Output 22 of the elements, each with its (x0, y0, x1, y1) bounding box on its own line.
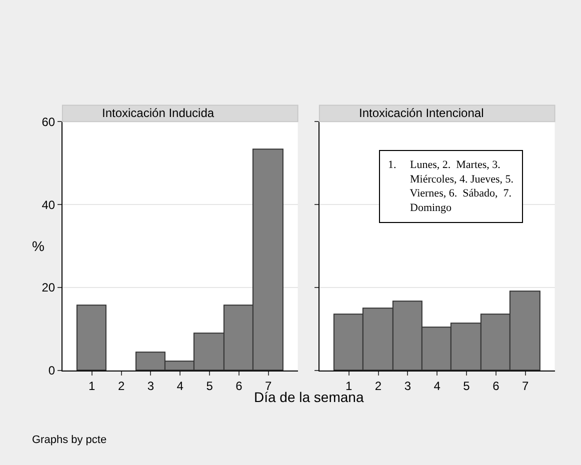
x-tick-label: 4 (176, 378, 184, 393)
x-tick-label: 5 (463, 378, 470, 393)
chart-title: Intoxicación Inducida (102, 106, 214, 120)
chart-title: Intoxicación Intencional (359, 106, 484, 120)
x-tick-label: 6 (492, 378, 500, 393)
bar (76, 304, 106, 370)
y-tick-label: 40 (42, 198, 56, 212)
text: Graphs by pcte (32, 434, 107, 446)
x-tick-label: 1 (88, 378, 96, 393)
x-tick-label: 7 (522, 378, 530, 393)
x-tick-label: 6 (236, 378, 243, 393)
y-axis-title: % (32, 238, 44, 254)
y-tick-label: 0 (48, 364, 56, 378)
y-tick-label: 20 (42, 280, 56, 295)
x-tick-label: 4 (434, 378, 441, 393)
x-tick-label: 5 (206, 378, 214, 393)
x-tick-label: 2 (374, 378, 382, 393)
y-tick-label: 60 (42, 114, 56, 129)
x-tick-label: 2 (118, 378, 125, 393)
x-tick-label: 3 (147, 378, 154, 393)
annotation: 1. Lunes, 2. Martes, 3. Miércoles, 4. Jueves, 5. Viernes, 6. Sábado, 7. Domingo (388, 159, 514, 214)
x-tick-label: 3 (404, 378, 412, 393)
